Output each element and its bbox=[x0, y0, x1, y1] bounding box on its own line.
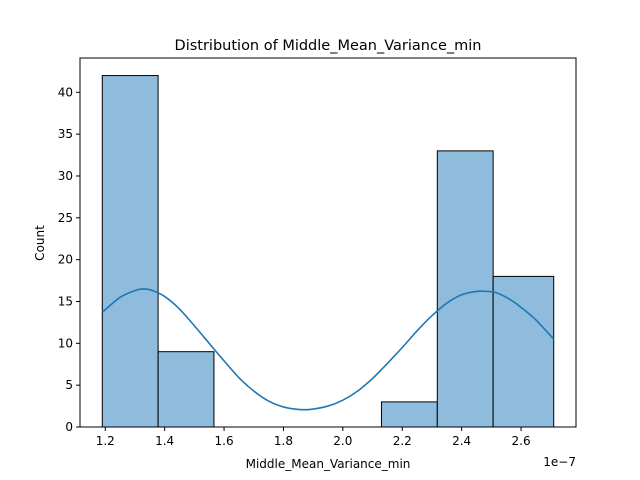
histogram-bar bbox=[380, 401, 438, 428]
x-tick-label: 2.2 bbox=[393, 434, 412, 448]
y-tick-label: 20 bbox=[58, 253, 73, 267]
x-tick-label: 2.0 bbox=[333, 434, 352, 448]
x-tick-label: 1.8 bbox=[274, 434, 293, 448]
histogram-bar bbox=[436, 150, 494, 428]
x-axis-label: Middle_Mean_Variance_min bbox=[246, 457, 411, 471]
axes-frame bbox=[79, 57, 577, 428]
x-tick-label: 2.6 bbox=[512, 434, 531, 448]
y-axis-ticks: 0 5 10 15 20 25 30 35 40 bbox=[58, 85, 80, 434]
histogram-bar bbox=[157, 351, 215, 428]
histogram-bar bbox=[101, 75, 159, 428]
y-tick-label: 10 bbox=[58, 336, 73, 350]
x-axis-ticks: 1.2 1.4 1.6 1.8 2.0 2.2 2.4 2.6 bbox=[96, 427, 531, 448]
y-tick-label: 35 bbox=[58, 127, 73, 141]
histogram-bar bbox=[492, 275, 555, 428]
kde-curve bbox=[101, 288, 555, 411]
y-axis-label: Count bbox=[33, 225, 47, 261]
x-tick-label: 2.4 bbox=[452, 434, 471, 448]
y-tick-label: 0 bbox=[65, 420, 73, 434]
x-tick-label: 1.6 bbox=[215, 434, 234, 448]
x-axis-offset-text: 1e−7 bbox=[543, 455, 576, 469]
y-tick-label: 15 bbox=[58, 294, 73, 308]
chart-title: Distribution of Middle_Mean_Variance_min bbox=[175, 38, 482, 54]
bars-layer bbox=[101, 75, 555, 428]
y-tick-label: 40 bbox=[58, 85, 73, 99]
y-tick-label: 30 bbox=[58, 169, 73, 183]
x-tick-label: 1.4 bbox=[155, 434, 174, 448]
x-tick-label: 1.2 bbox=[96, 434, 115, 448]
y-tick-label: 25 bbox=[58, 211, 73, 225]
y-tick-label: 5 bbox=[65, 378, 73, 392]
